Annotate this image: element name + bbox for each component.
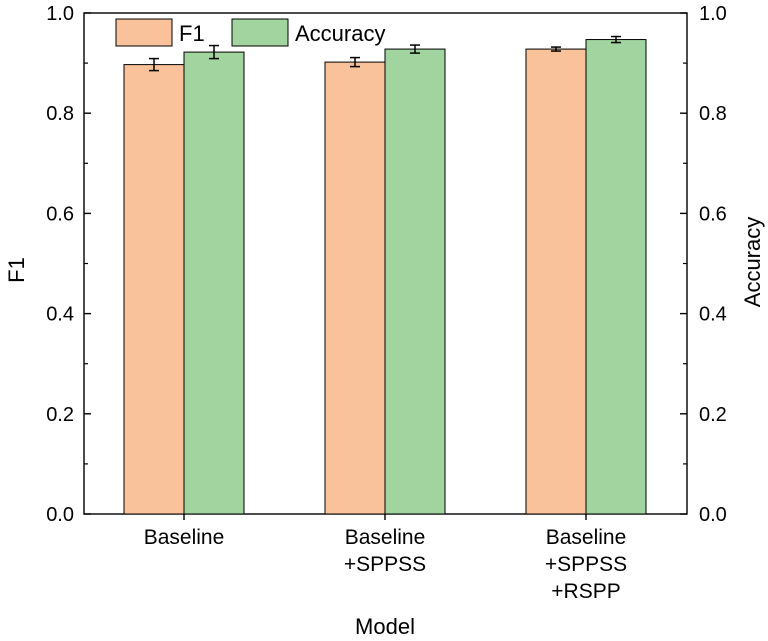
y-tick-label: 0.2 <box>46 404 74 426</box>
bar-f1-1 <box>324 61 386 515</box>
y2-axis-label: Accuracy <box>740 217 765 307</box>
x-category-label: Baseline <box>144 526 225 549</box>
x-axis-label: Model <box>355 614 415 639</box>
y2-tick-label: 0.2 <box>699 404 727 426</box>
x-category-label-line: Baseline <box>546 526 627 549</box>
legend-label-accuracy: Accuracy <box>295 21 385 46</box>
y2-tick-label: 0.8 <box>699 103 727 125</box>
y2-tick-label: 0.4 <box>699 304 727 326</box>
y-tick-label: 0.8 <box>46 103 74 125</box>
y-tick-label: 0.0 <box>46 504 74 526</box>
legend-swatch-f1 <box>115 18 173 47</box>
bar-f1-0 <box>123 64 185 515</box>
y-tick-label: 1.0 <box>46 3 74 25</box>
legend-swatch-accuracy <box>231 18 289 47</box>
x-category-label-line: +SPPSS <box>545 553 627 576</box>
y2-tick-label: 1.0 <box>699 3 727 25</box>
x-category-label-line: +RSPP <box>551 580 620 603</box>
y2-tick-label: 0.6 <box>699 203 727 225</box>
bar-accuracy-2 <box>585 39 647 515</box>
y-axis-label: F1 <box>4 257 29 283</box>
bar-f1-2 <box>525 48 587 515</box>
y-tick-label: 0.4 <box>46 304 74 326</box>
y2-tick-label: 0.0 <box>699 504 727 526</box>
y-tick-label: 0.6 <box>46 203 74 225</box>
x-category-label: Baseline +SPPSS <box>344 526 426 576</box>
legend-label-f1: F1 <box>179 21 205 46</box>
bar-accuracy-1 <box>384 48 446 515</box>
x-category-label-line: Baseline <box>144 526 225 549</box>
x-category-label-line: +SPPSS <box>344 553 426 576</box>
bar-accuracy-0 <box>183 51 245 515</box>
x-category-label-line: Baseline <box>345 526 426 549</box>
x-category-label: Baseline +SPPSS +RSPP <box>545 526 627 603</box>
